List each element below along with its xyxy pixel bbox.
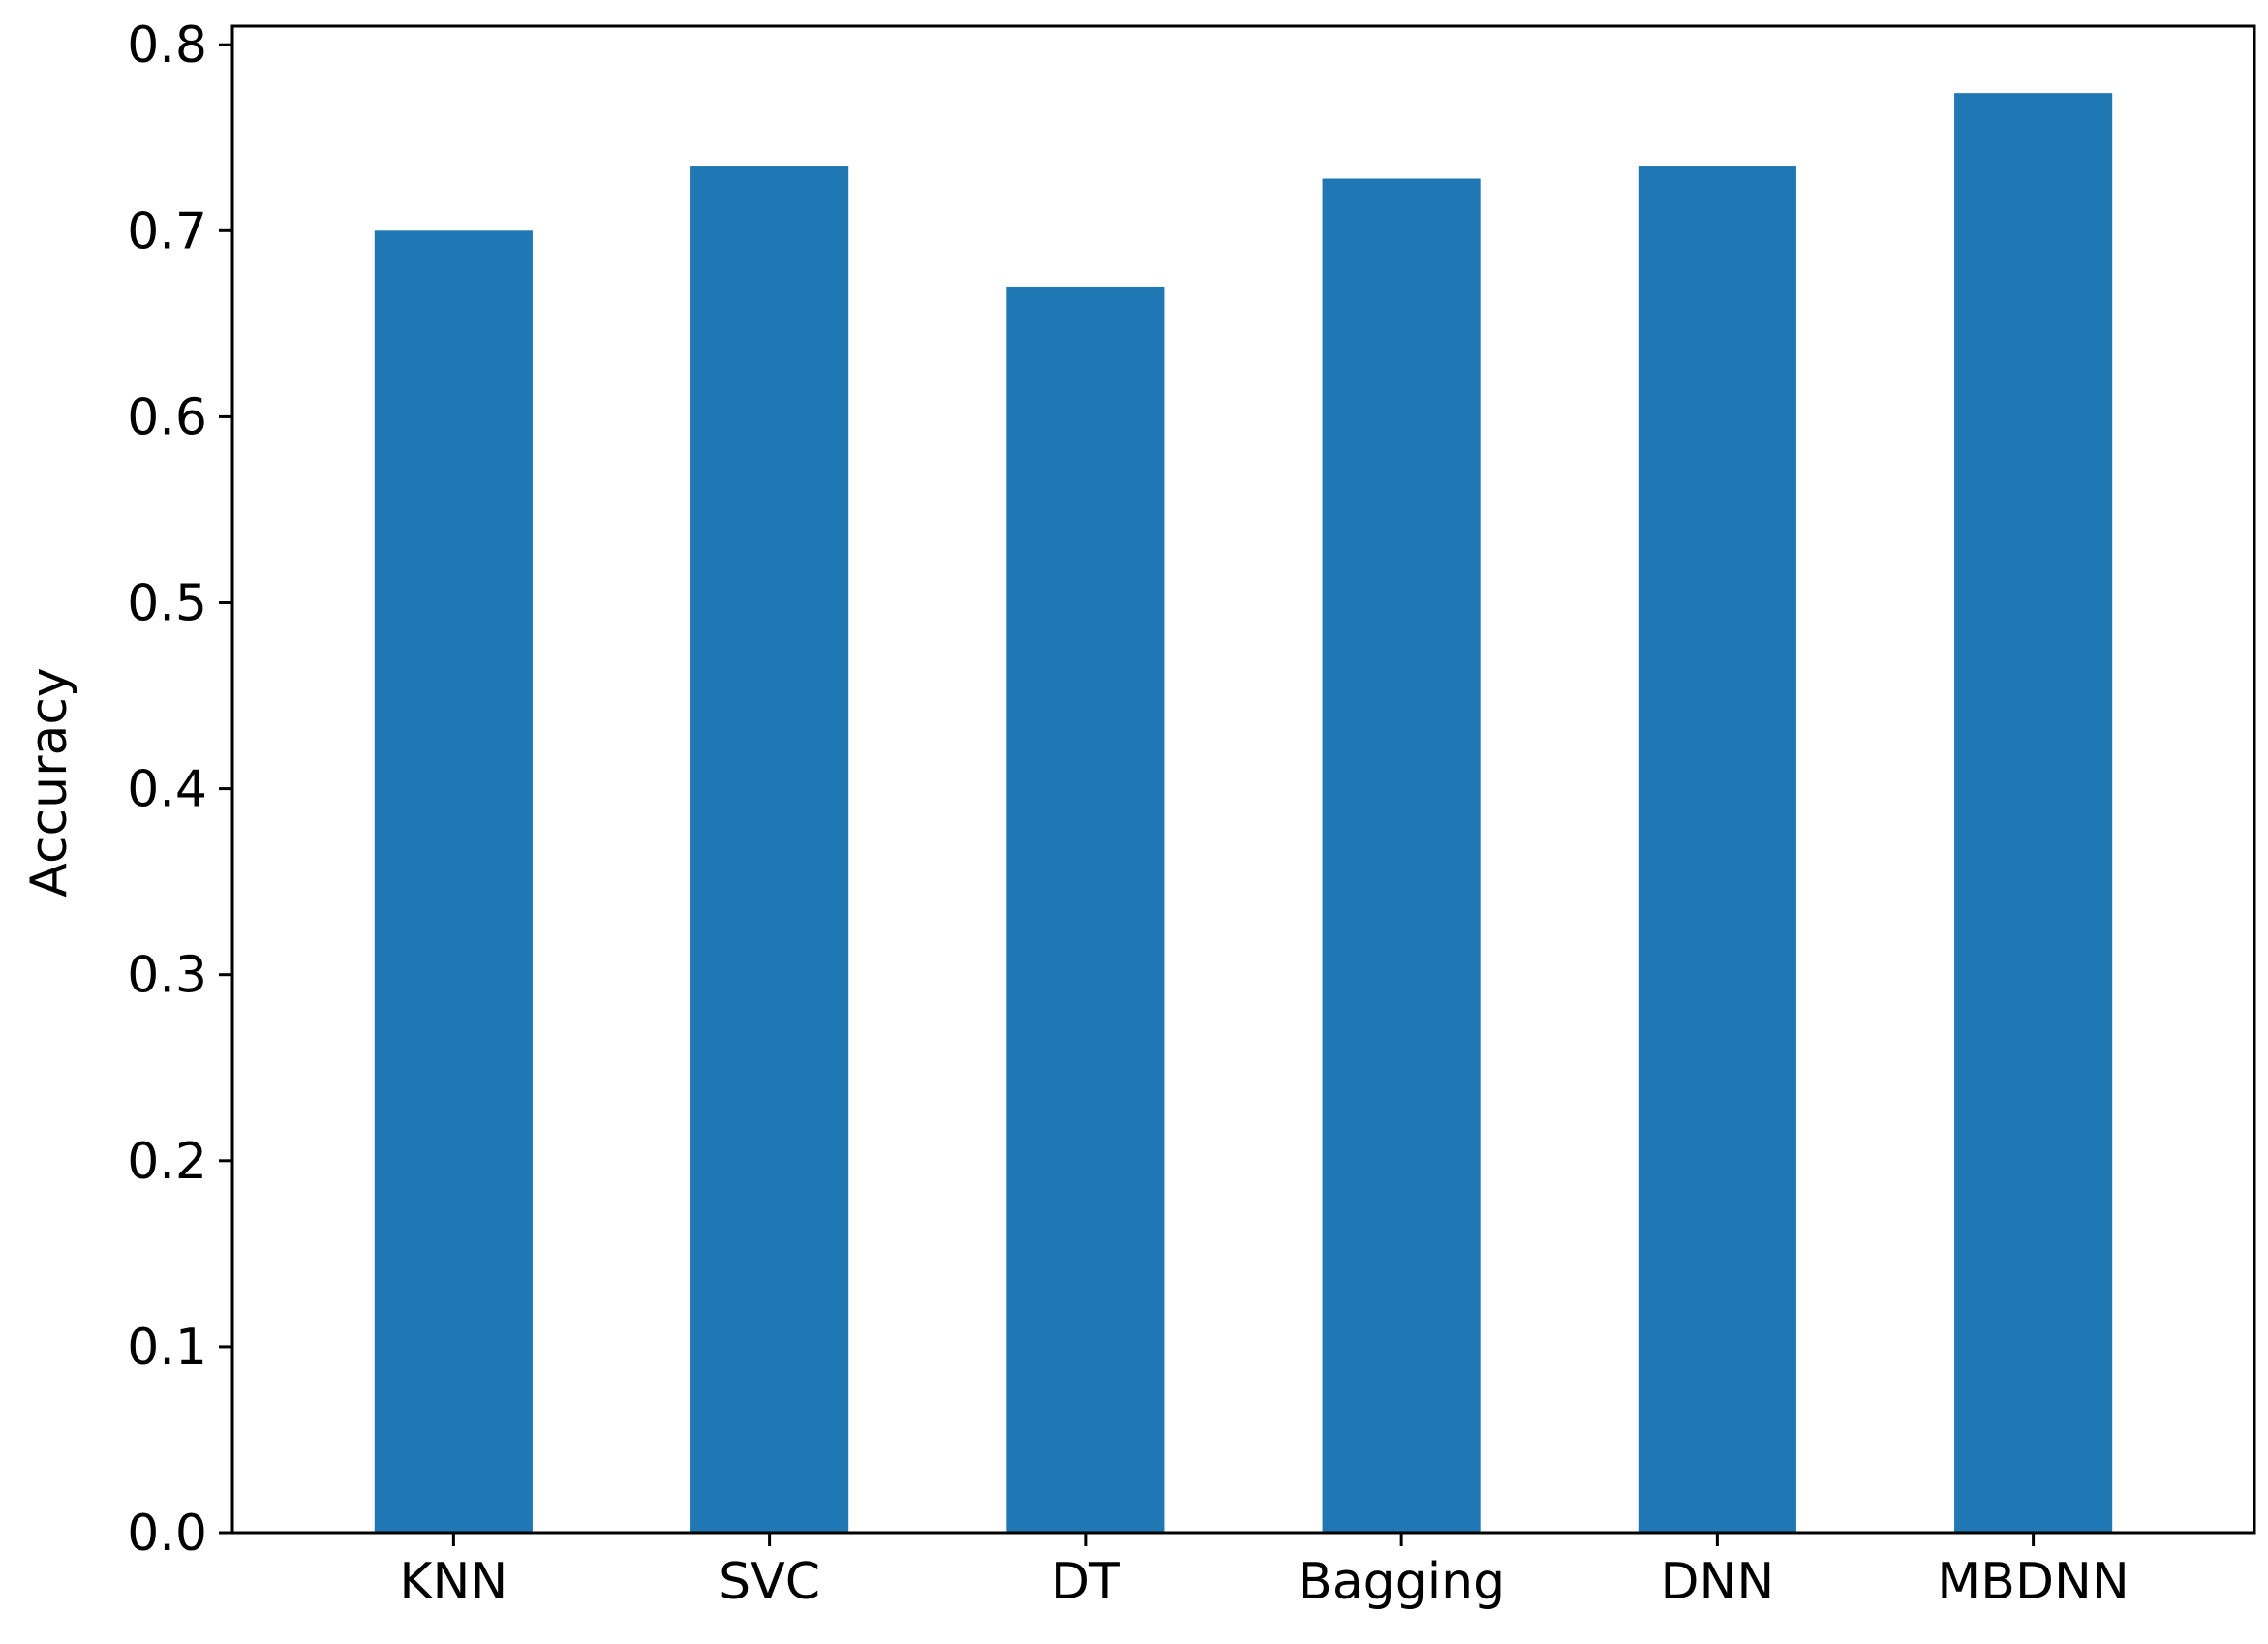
y-tick-label: 0.1 (127, 1319, 207, 1377)
y-tick-label: 0.7 (127, 202, 207, 260)
y-tick-label: 0.4 (127, 761, 207, 819)
y-tick-label: 0.0 (127, 1505, 207, 1563)
bars (374, 93, 2113, 1534)
bar-svc (690, 166, 849, 1533)
x-tick-label: Bagging (1298, 1553, 1505, 1611)
x-tick-label: DT (1051, 1553, 1120, 1611)
x-tick-label: MBDNN (1937, 1553, 2129, 1611)
y-axis-label: Accuracy (20, 667, 78, 897)
bar-dnn (1638, 166, 1796, 1533)
x-tick-label: DNN (1660, 1553, 1774, 1611)
x-axis-ticks: KNN SVC DT Bagging DNN MBDNN (399, 1533, 2130, 1611)
x-tick-label: KNN (399, 1553, 507, 1611)
y-axis-ticks: 0.0 0.1 0.2 0.3 0.4 0.5 0.6 0.7 0.8 (127, 16, 232, 1563)
bar-dt (1006, 286, 1165, 1534)
y-tick-label: 0.8 (127, 16, 207, 75)
y-tick-label: 0.5 (127, 575, 207, 633)
bar-knn (374, 230, 533, 1534)
y-tick-label: 0.2 (127, 1133, 207, 1191)
y-tick-label: 0.6 (127, 388, 207, 446)
y-tick-label: 0.3 (127, 947, 207, 1005)
plot-frame (230, 24, 2256, 1535)
bar-mbdnn (1954, 93, 2113, 1534)
x-tick-label: SVC (719, 1553, 820, 1611)
bar-bagging (1322, 178, 1481, 1533)
